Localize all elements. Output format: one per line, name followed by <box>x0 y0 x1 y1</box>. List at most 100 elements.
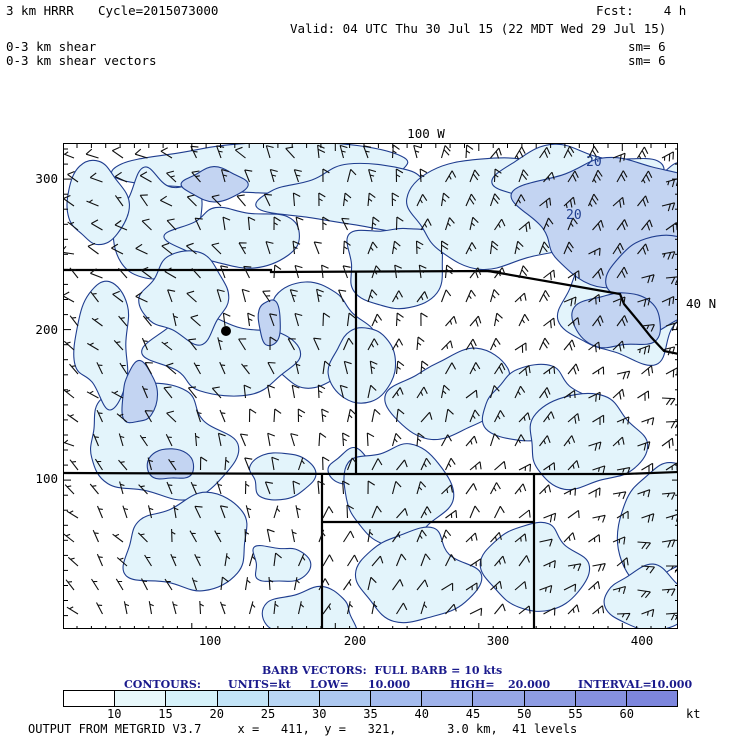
wind-barb <box>173 505 179 519</box>
wind-barb <box>413 144 422 159</box>
wind-barb <box>490 147 502 159</box>
wind-barb <box>441 340 453 351</box>
wind-barb <box>637 195 649 207</box>
wind-barb <box>661 539 676 548</box>
wind-barb <box>587 193 599 207</box>
wind-barb <box>216 481 223 495</box>
wind-barb <box>267 384 275 399</box>
wind-barb <box>87 242 99 255</box>
wind-barb <box>195 409 202 423</box>
wind-barb <box>245 505 252 519</box>
wind-barb <box>67 170 79 183</box>
wind-barb <box>543 317 556 329</box>
wind-barb <box>322 168 330 183</box>
wind-barb <box>588 534 601 543</box>
wind-barb <box>140 266 152 279</box>
wind-barb <box>416 336 425 351</box>
wind-barb <box>494 410 505 423</box>
wind-barb <box>139 434 148 447</box>
wind-barb <box>661 202 676 212</box>
wind-barb <box>441 582 454 591</box>
y-tick-300: 300 <box>35 171 58 186</box>
wind-barb <box>220 576 229 591</box>
wind-barb <box>217 432 226 447</box>
colorbar[interactable] <box>63 690 678 707</box>
wind-barb <box>641 219 653 231</box>
wind-barb <box>612 436 625 447</box>
wind-barb <box>219 601 226 615</box>
wind-barb <box>342 337 354 351</box>
wind-barb <box>494 267 506 279</box>
wind-barb <box>67 556 79 567</box>
wind-barb <box>297 601 305 615</box>
cycle-label: Cycle=2015073000 <box>98 3 219 18</box>
wind-barb <box>263 193 272 207</box>
wind-barb <box>214 530 222 543</box>
colorbar-segment-11 <box>626 691 678 706</box>
wind-barb <box>445 315 457 327</box>
wind-barb <box>338 289 347 303</box>
wind-barb <box>116 557 128 567</box>
wind-barb <box>420 457 432 471</box>
wind-barb <box>291 384 300 399</box>
wind-barb <box>287 338 296 351</box>
wind-barb <box>563 583 577 592</box>
wind-barb <box>641 274 655 284</box>
wind-barb <box>86 199 99 207</box>
wind-barb <box>539 435 551 447</box>
wind-barb <box>186 242 197 255</box>
wind-barb <box>542 217 554 231</box>
station-marker[interactable] <box>221 326 231 336</box>
wind-barb <box>112 533 124 543</box>
legend-contours: CONTOURS: <box>124 678 201 691</box>
wind-barb <box>567 170 579 183</box>
wind-barb <box>416 481 427 495</box>
contour-band-10kt <box>66 159 130 246</box>
wind-barb <box>591 169 603 184</box>
wind-barb <box>64 340 75 351</box>
wind-barb <box>144 362 153 375</box>
wind-barb <box>91 317 103 327</box>
colorbar-tick-45: 45 <box>465 707 481 721</box>
wind-barb <box>514 581 527 591</box>
wind-barb <box>273 264 282 279</box>
wind-barb <box>563 241 574 255</box>
wind-barb <box>123 601 130 615</box>
wind-barb <box>514 434 526 447</box>
wind-barb <box>342 240 351 255</box>
wind-barb <box>539 387 551 399</box>
wind-barb <box>346 408 357 423</box>
wind-barb <box>220 265 229 279</box>
wind-barb <box>441 484 454 495</box>
wind-barb <box>248 553 256 567</box>
map-plot-area[interactable]: 20 20 <box>63 143 678 629</box>
wind-barb <box>445 457 456 471</box>
wind-barb <box>371 458 383 471</box>
wind-barb <box>122 505 129 519</box>
wind-barb <box>318 192 326 207</box>
wind-barb <box>665 462 677 471</box>
smoothing-2: sm= 6 <box>628 53 666 68</box>
wind-barb <box>64 389 75 399</box>
wind-barb <box>444 408 454 423</box>
wind-barb <box>339 144 348 159</box>
wind-barb <box>514 240 524 255</box>
wind-barb <box>66 606 79 615</box>
wind-barb <box>539 584 553 594</box>
wind-barb <box>465 338 477 351</box>
wind-barb <box>247 216 256 231</box>
wind-barb <box>92 529 100 543</box>
wind-barb <box>165 434 173 447</box>
wind-barb <box>273 601 279 615</box>
legend-high-label: HIGH= <box>450 678 495 691</box>
wind-barb <box>369 360 378 375</box>
wind-barb <box>194 432 200 447</box>
wind-barb <box>367 192 376 207</box>
legend-interval-label: INTERVAL= <box>578 678 652 691</box>
wind-barb <box>141 578 148 591</box>
wind-barb <box>367 480 375 495</box>
wind-barb <box>186 194 197 207</box>
wind-barb <box>191 268 201 279</box>
wind-barb <box>199 600 204 615</box>
wind-barb <box>394 264 402 279</box>
